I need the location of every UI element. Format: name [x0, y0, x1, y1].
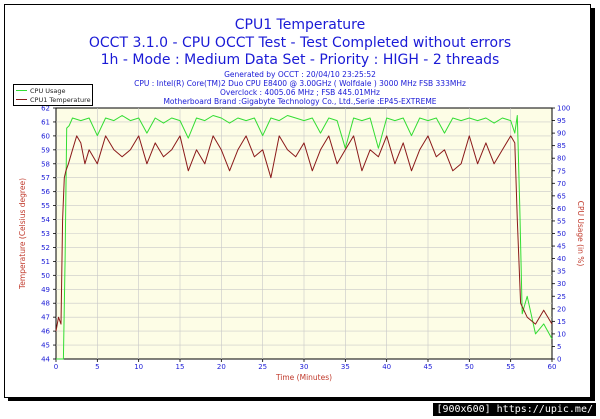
x-tick-label: 15 — [176, 363, 185, 371]
x-tick-label: 45 — [424, 363, 433, 371]
y-left-tick-label: 52 — [41, 244, 50, 252]
y-left-axis-label: Temperature (Celsius degree) — [18, 178, 27, 290]
chart-mode-line: 1h - Mode : Medium Data Set - Priority :… — [100, 52, 500, 68]
x-tick-label: 10 — [134, 363, 143, 371]
legend-swatch-cpu-usage — [16, 90, 27, 91]
image-size-watermark: [900x600] https://upic.me/ — [433, 403, 596, 416]
y-right-tick-label: 60 — [557, 205, 566, 213]
info-cpu: CPU : Intel(R) Core(TM)2 Duo CPU E8400 @… — [134, 79, 466, 88]
y-right-tick-label: 40 — [557, 255, 566, 263]
y-right-tick-label: 35 — [557, 268, 566, 276]
y-left-tick-label: 58 — [41, 160, 50, 168]
y-left-tick-label: 44 — [41, 356, 50, 364]
x-tick-label: 5 — [95, 363, 99, 371]
y-right-tick-label: 95 — [557, 117, 566, 125]
x-tick-label: 0 — [54, 363, 58, 371]
y-left-tick-label: 51 — [41, 258, 50, 266]
y-left-tick-label: 49 — [41, 286, 50, 294]
x-tick-label: 30 — [300, 363, 309, 371]
y-right-tick-label: 5 — [557, 343, 561, 351]
x-tick-label: 40 — [382, 363, 391, 371]
y-right-tick-label: 30 — [557, 280, 566, 288]
y-right-tick-label: 90 — [557, 130, 566, 138]
y-left-tick-label: 56 — [41, 188, 50, 196]
frame-shadow-right — [590, 8, 595, 401]
y-right-tick-label: 55 — [557, 217, 566, 225]
info-motherboard: Motherboard Brand :Gigabyte Technology C… — [163, 97, 437, 106]
legend-label-cpu-usage: CPU Usage — [30, 86, 66, 95]
y-right-tick-label: 25 — [557, 293, 566, 301]
x-tick-label: 55 — [506, 363, 515, 371]
y-left-tick-label: 45 — [41, 342, 50, 350]
chart-legend: CPU Usage CPU1 Temperature — [13, 84, 93, 106]
y-left-tick-label: 53 — [41, 230, 50, 238]
legend-item-cpu-usage: CPU Usage — [16, 86, 66, 95]
y-left-tick-label: 60 — [41, 132, 50, 140]
frame-shadow-bottom — [8, 397, 595, 401]
y-right-tick-label: 20 — [557, 305, 566, 313]
x-tick-label: 50 — [465, 363, 474, 371]
legend-label-temperature: CPU1 Temperature — [30, 95, 91, 104]
y-left-tick-label: 46 — [41, 328, 50, 336]
y-right-axis-label: CPU Usage (in %) — [576, 201, 585, 267]
legend-item-temperature: CPU1 Temperature — [16, 95, 91, 104]
y-right-tick-label: 45 — [557, 243, 566, 251]
y-right-tick-label: 70 — [557, 180, 566, 188]
y-right-tick-label: 10 — [557, 330, 566, 338]
x-tick-label: 25 — [258, 363, 267, 371]
y-right-tick-label: 85 — [557, 142, 566, 150]
legend-swatch-temperature — [16, 99, 27, 100]
y-right-tick-label: 100 — [557, 105, 570, 113]
series-line-temperature — [55, 135, 553, 332]
y-left-tick-label: 59 — [41, 146, 50, 154]
y-right-tick-label: 0 — [557, 356, 561, 364]
info-generated: Generated by OCCT : 20/04/10 23:25:52 — [224, 70, 376, 79]
y-right-tick-label: 80 — [557, 155, 566, 163]
x-tick-label: 35 — [341, 363, 350, 371]
y-left-tick-label: 50 — [41, 272, 50, 280]
y-left-tick-label: 57 — [41, 174, 50, 182]
chart-subtitle: OCCT 3.1.0 - CPU OCCT Test - Test Comple… — [88, 35, 512, 51]
x-axis-label: Time (Minutes) — [275, 373, 332, 382]
info-overclock: Overclock : 4005.06 MHz ; FSB 445.01MHz — [220, 88, 380, 97]
y-left-tick-label: 61 — [41, 118, 50, 126]
chart-title: CPU1 Temperature — [234, 17, 366, 33]
y-left-tick-label: 62 — [41, 105, 50, 113]
y-left-tick-label: 47 — [41, 314, 50, 322]
x-tick-label: 20 — [217, 363, 226, 371]
x-tick-label: 60 — [548, 363, 557, 371]
y-right-tick-label: 50 — [557, 230, 566, 238]
y-right-tick-label: 75 — [557, 167, 566, 175]
y-left-tick-label: 48 — [41, 300, 50, 308]
series-line-cpu-usage — [56, 115, 553, 360]
y-left-tick-label: 55 — [41, 202, 50, 210]
y-right-tick-label: 65 — [557, 192, 566, 200]
y-right-tick-label: 15 — [557, 318, 566, 326]
y-left-tick-label: 54 — [41, 216, 50, 224]
